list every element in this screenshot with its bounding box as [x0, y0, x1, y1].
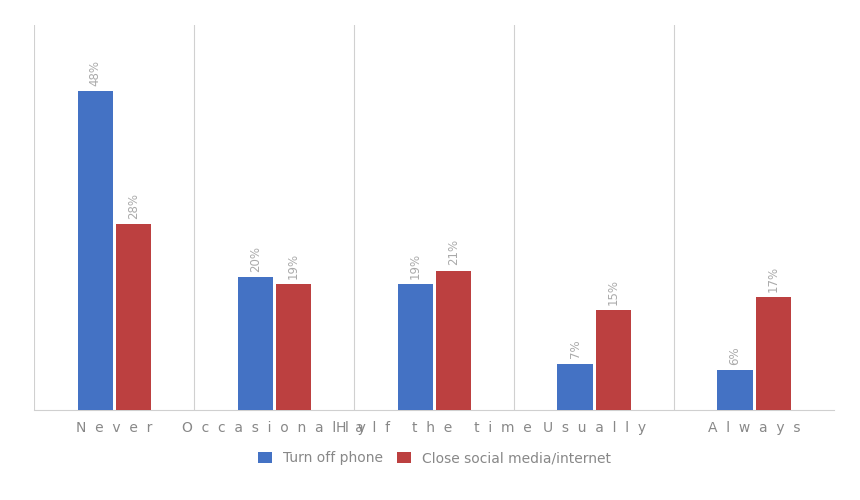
Bar: [116, 224, 151, 410]
Bar: [436, 270, 471, 410]
Bar: [717, 370, 752, 410]
Text: 15%: 15%: [607, 279, 620, 305]
Text: 6%: 6%: [728, 346, 741, 365]
Bar: [397, 284, 433, 410]
Legend: Turn off phone, Close social media/internet: Turn off phone, Close social media/inter…: [251, 444, 617, 472]
Text: 7%: 7%: [568, 340, 581, 358]
Text: 17%: 17%: [767, 266, 780, 292]
Bar: [77, 92, 113, 410]
Text: 21%: 21%: [447, 239, 460, 266]
Bar: [557, 364, 593, 410]
Text: 19%: 19%: [408, 252, 421, 278]
Text: 28%: 28%: [127, 193, 140, 219]
Bar: [237, 277, 273, 410]
Text: 19%: 19%: [287, 252, 300, 278]
Bar: [276, 284, 311, 410]
Bar: [596, 310, 631, 410]
Text: 48%: 48%: [89, 60, 101, 86]
Bar: [756, 297, 791, 410]
Text: 20%: 20%: [249, 246, 261, 272]
